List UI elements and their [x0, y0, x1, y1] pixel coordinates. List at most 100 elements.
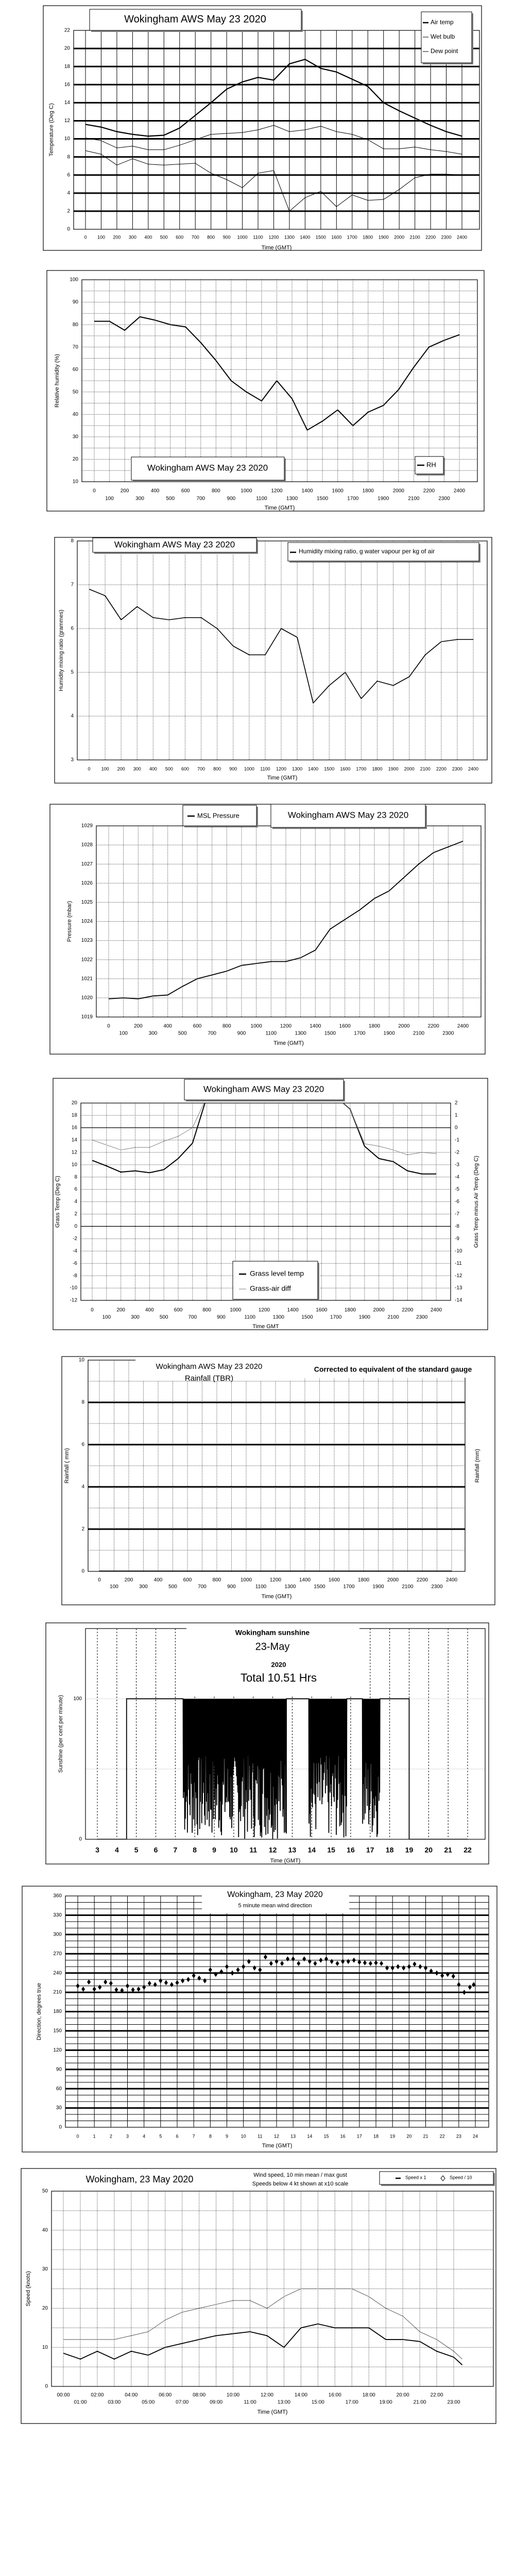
x-tick-label: 600 [181, 766, 189, 771]
x-tick-label: 900 [237, 1031, 246, 1037]
direction-point [374, 1960, 378, 1965]
direction-point [92, 1986, 96, 1992]
series-line-10-min-mean [63, 2323, 463, 2365]
x-tick-label: 1200 [270, 1578, 282, 1583]
y-tick-label: -2 [73, 1236, 77, 1242]
x-tick-label: 1800 [363, 488, 374, 494]
y-tick-label: -4 [73, 1248, 77, 1254]
x-tick-label: 1300 [284, 1584, 296, 1590]
plot-area [51, 2191, 494, 2387]
x-tick-label: 300 [135, 496, 144, 502]
x-tick-label: 4 [115, 1846, 119, 1854]
y-axis-title: Speed (knots) [25, 2271, 31, 2306]
y2-tick-label: -5 [455, 1187, 459, 1192]
x-tick-label: 100 [102, 1315, 111, 1320]
direction-point [297, 1960, 301, 1966]
direction-point [363, 1960, 367, 1965]
y-axis-title: Sunshine (per cent per minute) [58, 1695, 64, 1773]
y-tick-label: 1023 [81, 938, 93, 943]
x-tick-label: 11:00 [244, 2400, 256, 2405]
direction-point [429, 1968, 433, 1974]
direction-point [274, 1959, 279, 1964]
x-tick-label: 0 [93, 488, 96, 494]
y2-tick-label: -4 [455, 1174, 459, 1180]
direction-point [247, 1959, 251, 1964]
y-tick-label: 10 [64, 136, 71, 142]
x-tick-label: 1000 [244, 766, 254, 771]
y-tick-label: 12 [72, 1149, 78, 1155]
y-tick-label: 22 [64, 28, 71, 33]
y2-tick-label: -14 [455, 1298, 462, 1303]
direction-point [341, 1959, 345, 1964]
x-tick-label: 21 [444, 1846, 452, 1854]
y2-axis-title: Rainfall (mm) [474, 1449, 480, 1482]
x-tick-label: 400 [163, 1024, 172, 1029]
x-axis-title: Time (GMT) [273, 1040, 304, 1046]
direction-point [203, 1978, 207, 1984]
y2-tick-label: 2 [455, 1100, 458, 1106]
y-tick-label: 16 [72, 1125, 78, 1131]
chart-note: Corrected to equivalent of the standard … [314, 1365, 472, 1374]
x-tick-label: 21:00 [414, 2400, 426, 2405]
x-tick-label: 700 [197, 766, 205, 771]
y-tick-label: 6 [67, 172, 70, 178]
y-tick-label: 1026 [81, 880, 93, 886]
direction-point [424, 1965, 427, 1971]
x-tick-label: 13:00 [278, 2400, 290, 2405]
x-tick-label: 2200 [423, 488, 435, 494]
x-tick-label: 7 [173, 1846, 177, 1854]
y-tick-label: 150 [53, 2028, 62, 2034]
chart-temperature: 0 2 4 6 8 10 12 14 16 18 20 22 0 100 200 300 400 500 600 70… [43, 5, 482, 251]
chart-title: Wokingham, 23 May 2020 [227, 1890, 323, 1899]
y-tick-label: 20 [72, 1100, 78, 1106]
x-tick-label: 1200 [268, 234, 279, 240]
chart-frame [54, 537, 492, 784]
series-line-grass-level-temp [92, 1103, 436, 1175]
y-tick-label: 4 [81, 1484, 84, 1490]
title-box [131, 456, 285, 481]
legend-box [232, 1261, 318, 1300]
y-tick-label: 8 [71, 538, 74, 544]
x-tick-label: 1900 [359, 1315, 371, 1320]
y-tick-label: 120 [53, 2047, 62, 2053]
x-tick-label: 2000 [398, 1024, 410, 1029]
x-tick-label: 23:00 [447, 2400, 460, 2405]
x-tick-label: 1000 [251, 1024, 263, 1029]
x-tick-label: 1100 [256, 496, 267, 502]
x-tick-label: 1400 [287, 1308, 299, 1313]
x-tick-label: 1500 [324, 1031, 336, 1037]
x-tick-label: 1000 [241, 488, 252, 494]
x-tick-label: 900 [223, 234, 231, 240]
x-tick-label: 1600 [329, 1578, 340, 1583]
y-tick-label: 80 [73, 322, 79, 328]
x-tick-label: 3 [95, 1846, 99, 1854]
direction-point [169, 1982, 174, 1988]
x-tick-label: 2000 [404, 766, 415, 771]
x-tick-label: 300 [133, 766, 141, 771]
direction-point [252, 1965, 256, 1971]
y-tick-label: 330 [53, 1912, 62, 1918]
y-tick-label: 30 [73, 434, 79, 440]
x-tick-label: 600 [176, 234, 183, 240]
x-tick-label: 2100 [387, 1315, 399, 1320]
direction-point [418, 1964, 422, 1970]
x-axis-title: Time (GMT) [270, 1858, 301, 1864]
direction-point [131, 1987, 135, 1993]
x-tick-label: 1900 [379, 234, 389, 240]
y-tick-label: 5 [71, 670, 74, 675]
direction-point [147, 1980, 151, 1986]
direction-point [413, 1961, 417, 1967]
x-tick-label: 12 [274, 2133, 279, 2139]
x-tick-label: 500 [160, 234, 168, 240]
x-tick-label: 100 [119, 1031, 128, 1037]
legend-label: Wet bulb [431, 33, 455, 40]
x-tick-label: 17:00 [346, 2400, 358, 2405]
x-tick-label: 0 [107, 1024, 110, 1029]
direction-point [114, 1987, 118, 1993]
x-tick-label: 2100 [408, 496, 420, 502]
y-tick-label: 12 [64, 118, 71, 124]
y-tick-label: 4 [74, 1199, 77, 1205]
x-tick-label: 1300 [286, 496, 298, 502]
x-tick-label: 300 [129, 234, 136, 240]
legend-box [182, 805, 257, 826]
